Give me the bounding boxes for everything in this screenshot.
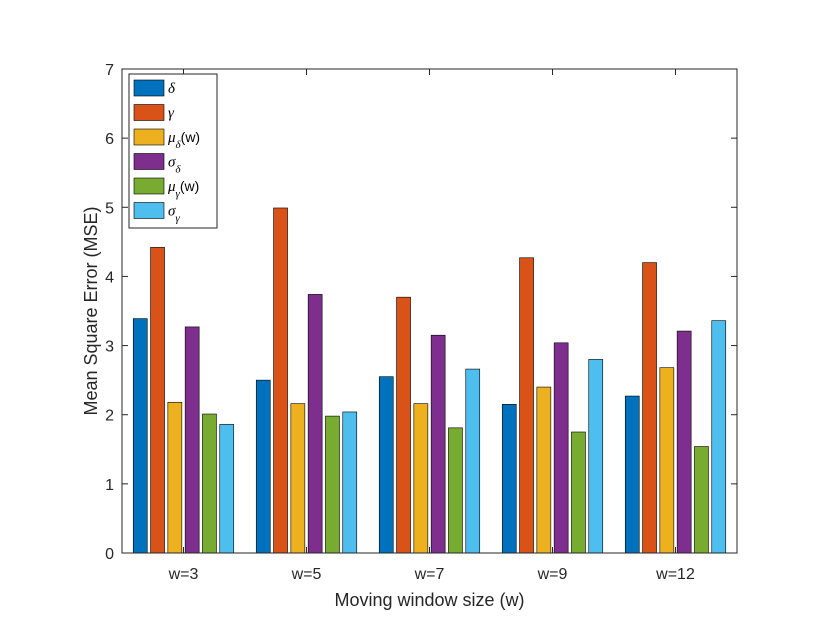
legend-label: σδ: [168, 155, 181, 176]
bar: [273, 207, 288, 554]
x-tick-label: w=12: [655, 566, 695, 583]
legend-symbol: μ: [167, 179, 176, 195]
x-axis: w=3 w=5 w=7 w=9 w=12: [168, 69, 695, 583]
legend-symbol: δ: [168, 81, 176, 97]
bar: [694, 446, 709, 554]
y-tick-label: 4: [105, 269, 114, 286]
bar: [536, 386, 552, 554]
y-tick-label: 1: [105, 477, 114, 494]
bar: [255, 379, 271, 554]
legend-symbol: μ: [167, 130, 176, 146]
x-tick-label: w=7: [414, 566, 445, 583]
bar: [307, 294, 323, 554]
y-tick-label: 2: [105, 408, 114, 425]
bar: [167, 401, 183, 554]
legend-symbol: σ: [168, 155, 176, 171]
y-axis-title: Mean Square Error (MSE): [81, 206, 101, 415]
legend-swatch: [133, 128, 165, 146]
bar: [501, 404, 517, 554]
bar: [202, 413, 217, 554]
bar: [413, 403, 429, 554]
bar: [184, 326, 200, 554]
x-tick-label: w=3: [168, 566, 199, 583]
legend-swatch: [133, 202, 165, 219]
legend-symbol: σ: [168, 204, 176, 220]
bar: [342, 411, 358, 554]
y-tick-label: 0: [105, 546, 114, 563]
y-tick-label: 3: [105, 339, 114, 356]
bar: [553, 342, 569, 554]
bar: [571, 431, 586, 554]
y-axis: 0 1 2 3 4 5 6 7: [105, 62, 737, 563]
bar: [150, 247, 165, 554]
legend-swatch: [133, 104, 165, 121]
bar: [588, 359, 604, 554]
legend-subscript: γ: [175, 213, 180, 225]
bar: [659, 367, 675, 554]
legend-label: μγ(w): [167, 178, 199, 200]
legend-swatch: [133, 177, 165, 195]
legend-suffix: (w): [180, 178, 199, 194]
bar: [325, 415, 340, 554]
legend-subscript: δ: [176, 139, 182, 151]
legend-label: μδ(w): [167, 129, 200, 151]
bar: [465, 368, 481, 554]
legend-label: σγ: [168, 204, 180, 225]
bars-group: [132, 207, 727, 554]
bar: [396, 296, 411, 554]
bar: [290, 403, 306, 554]
bar: [132, 318, 148, 554]
bar: [430, 334, 446, 554]
bar: [378, 376, 394, 554]
bar: [711, 320, 727, 554]
legend-subscript: γ: [176, 188, 181, 200]
bar: [642, 262, 657, 554]
legend-suffix: (w): [181, 129, 200, 145]
y-tick-label: 5: [105, 200, 114, 217]
legend-subscript: δ: [175, 164, 181, 176]
legend-swatch: [133, 79, 165, 97]
bar: [219, 424, 235, 554]
y-tick-label: 7: [105, 62, 114, 79]
bar: [624, 395, 640, 554]
legend-symbol: γ: [168, 106, 175, 122]
x-axis-title: Moving window size (w): [334, 590, 524, 610]
bar: [676, 330, 692, 554]
x-tick-label: w=9: [537, 566, 568, 583]
legend-label: γ: [168, 106, 175, 122]
legend-label: δ: [168, 81, 176, 97]
bar: [448, 427, 463, 554]
y-tick-label: 6: [105, 131, 114, 148]
bar: [519, 257, 534, 554]
legend-swatch: [133, 153, 165, 170]
x-tick-label: w=5: [291, 566, 322, 583]
